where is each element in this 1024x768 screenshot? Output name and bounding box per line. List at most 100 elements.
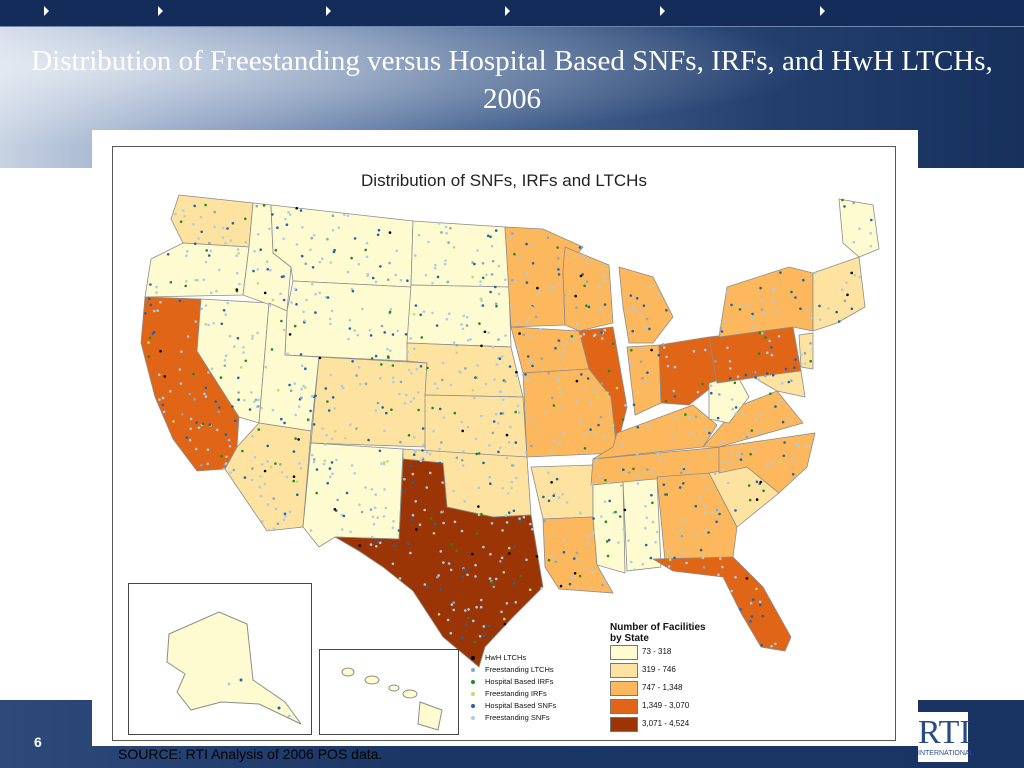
- facility-dot: [149, 303, 153, 307]
- facility-dot: [599, 294, 602, 298]
- nav-arrow-icon[interactable]: [505, 6, 510, 16]
- facility-dot: [575, 306, 578, 309]
- facility-dot: [752, 449, 756, 453]
- facility-dot: [204, 322, 207, 326]
- facility-dot: [754, 376, 757, 379]
- facility-dot: [791, 457, 794, 461]
- facility-dot: [547, 558, 551, 562]
- facility-dot: [373, 506, 377, 510]
- facility-dot: [852, 201, 855, 205]
- facility-dot: [193, 242, 197, 245]
- facility-dot: [253, 400, 256, 404]
- facility-dot: [605, 540, 609, 543]
- facility-dot: [752, 598, 755, 601]
- facility-dot: [207, 323, 210, 327]
- nav-arrow-icon[interactable]: [820, 6, 825, 16]
- facility-dot: [491, 259, 495, 263]
- facility-dot: [715, 508, 719, 512]
- facility-dot: [589, 401, 592, 405]
- facility-dot: [558, 355, 562, 359]
- facility-dot: [254, 398, 258, 402]
- facility-dot: [414, 304, 418, 307]
- facility-dot: [556, 246, 559, 249]
- facility-dot: [511, 278, 514, 282]
- facility-dot: [489, 290, 492, 294]
- nav-arrow-icon[interactable]: [44, 6, 49, 16]
- facility-dot: [461, 327, 465, 331]
- facility-dot: [256, 268, 259, 271]
- page-number: 6: [34, 734, 42, 750]
- facility-dot: [795, 442, 798, 446]
- facility-dot: [425, 486, 429, 489]
- facility-dot: [726, 481, 730, 485]
- facility-dot: [274, 462, 277, 465]
- facility-dot: [378, 376, 382, 380]
- facility-dot: [654, 540, 657, 544]
- facility-dot: [492, 585, 496, 589]
- legend-swatch-label: 319 - 746: [642, 665, 676, 674]
- facility-dot: [441, 361, 445, 365]
- facility-dot: [495, 304, 498, 308]
- facility-dot: [237, 376, 240, 380]
- facility-dot: [617, 541, 620, 544]
- facility-dot: [755, 587, 758, 591]
- facility-dot: [587, 542, 591, 545]
- facility-dot: [793, 366, 796, 369]
- facility-dot: [215, 289, 218, 293]
- facility-dot: [650, 470, 654, 474]
- facility-dot: [391, 526, 395, 530]
- facility-dot: [554, 377, 558, 381]
- facility-dot: [477, 513, 481, 517]
- facility-dot: [283, 421, 286, 425]
- facility-dot: [682, 520, 686, 523]
- facility-dot: [225, 455, 228, 459]
- facility-dot: [462, 450, 465, 453]
- facility-dot: [188, 438, 192, 442]
- facility-dot: [403, 402, 407, 405]
- facility-dot: [474, 376, 477, 379]
- facility-dot: [364, 486, 367, 489]
- facility-dot: [421, 443, 425, 447]
- nav-arrow-icon[interactable]: [326, 6, 331, 16]
- facility-dot: [188, 392, 191, 396]
- facility-dot: [406, 542, 410, 546]
- facility-dot: [163, 375, 167, 378]
- facility-dot: [304, 386, 307, 389]
- facility-dot: [385, 411, 388, 415]
- state-alaska: [166, 611, 302, 725]
- nav-arrow-icon[interactable]: [660, 6, 665, 16]
- facility-dot: [557, 339, 561, 342]
- facility-dot: [503, 380, 507, 383]
- facility-dot: [779, 271, 782, 274]
- facility-dot: [371, 515, 375, 519]
- facility-dot: [668, 548, 671, 552]
- facility-dot: [760, 308, 764, 311]
- facility-dot: [432, 532, 436, 535]
- nav-arrow-icon[interactable]: [158, 6, 163, 16]
- facility-dot: [415, 367, 419, 371]
- facility-dot: [409, 400, 413, 403]
- facility-dot: [243, 476, 247, 479]
- facility-dot: [224, 354, 228, 357]
- facility-dot: [376, 233, 380, 237]
- facility-dot: [192, 372, 195, 376]
- facility-dot: [441, 378, 444, 382]
- legend-dot: [471, 668, 475, 672]
- facility-dot: [382, 461, 386, 464]
- state-ohio: [658, 336, 718, 406]
- facility-dot: [161, 396, 165, 400]
- facility-dot: [600, 382, 604, 385]
- facility-dot: [554, 346, 557, 350]
- facility-dot: [297, 438, 300, 441]
- facility-dot: [627, 309, 631, 312]
- facility-dot: [790, 290, 793, 294]
- facility-dot: [485, 273, 488, 277]
- facility-dot: [256, 233, 260, 236]
- facility-dot: [529, 335, 532, 338]
- facility-dot: [411, 481, 415, 484]
- facility-dot: [282, 237, 285, 241]
- facility-dot: [298, 405, 301, 408]
- facility-dot: [309, 248, 312, 252]
- facility-dot: [629, 560, 633, 564]
- facility-dot: [522, 515, 526, 519]
